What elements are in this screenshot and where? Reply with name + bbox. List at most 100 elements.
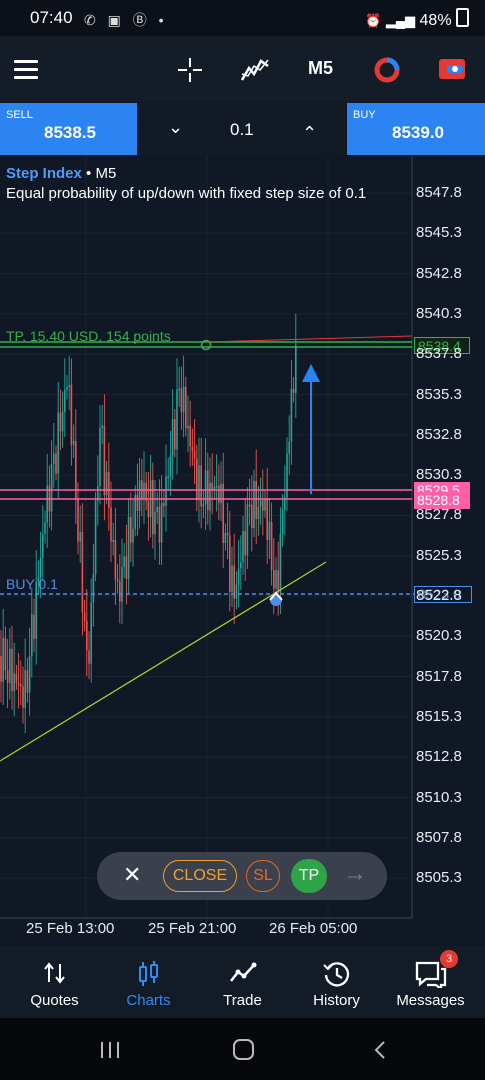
tp-button[interactable]: TP	[291, 859, 327, 893]
candle-body	[215, 485, 218, 488]
sl-button[interactable]: SL	[246, 860, 280, 892]
timeframe-button[interactable]: M5	[308, 58, 334, 78]
position-label[interactable]: BUY 0.1	[6, 576, 58, 592]
candle-body	[224, 532, 227, 544]
candle-body	[99, 427, 101, 487]
menu-icon[interactable]	[14, 60, 38, 84]
recent-apps-icon[interactable]	[98, 1040, 122, 1060]
arrow-right-icon[interactable]: →	[343, 860, 367, 887]
objects-icon[interactable]	[372, 55, 402, 85]
candle-body	[257, 506, 260, 520]
candle-body	[275, 570, 277, 589]
candle-body	[152, 480, 154, 535]
candle-body	[132, 528, 134, 543]
nav-messages-label: Messages	[396, 992, 465, 1009]
battery-icon	[456, 8, 469, 27]
history-icon	[323, 962, 350, 987]
price-tick: 8540.3	[416, 304, 462, 322]
close-position-button[interactable]: CLOSE	[163, 860, 237, 892]
chevron-down-icon[interactable]: ⌄	[168, 117, 184, 137]
crosshair-icon[interactable]	[176, 56, 204, 84]
volume-value[interactable]: 0.1	[230, 120, 254, 139]
candle-body	[240, 562, 242, 569]
candle-body	[94, 500, 97, 575]
back-icon[interactable]	[372, 1040, 388, 1060]
trend-line	[0, 561, 327, 762]
one-click-trading-icon[interactable]	[438, 57, 466, 81]
candle-body	[284, 497, 286, 510]
candle-body	[0, 656, 2, 682]
candle-body	[189, 425, 191, 447]
candle-body	[57, 412, 59, 474]
candle-body	[200, 465, 202, 507]
nav-messages[interactable]: 3 Messages	[382, 946, 479, 1018]
candle-body	[83, 612, 86, 621]
price-tick: 8515.3	[416, 707, 462, 725]
candle-body	[9, 648, 11, 683]
chart-canvas[interactable]	[0, 156, 485, 940]
close-icon[interactable]: ✕	[123, 862, 142, 887]
candle-body	[81, 531, 84, 613]
candle-body	[226, 532, 229, 536]
tp-label[interactable]: TP, 15.40 USD, 154 points	[6, 328, 171, 344]
buy-button[interactable]: BUY 8539.0	[347, 103, 485, 155]
candle-body	[171, 419, 174, 456]
candle-body	[79, 531, 81, 542]
candle-body	[178, 388, 180, 391]
candle-body	[242, 530, 244, 563]
candle-body	[262, 500, 264, 511]
status-bar: 07:40 ✆ ▣ Ⓑ • ⏰ ▂▄▆ 48%	[0, 0, 485, 36]
candle-body	[176, 389, 178, 450]
candle-body	[163, 503, 165, 507]
candle-body	[248, 504, 251, 507]
price-tick: 8525.3	[416, 546, 462, 564]
notification-icons: ✆ ▣ Ⓑ •	[84, 12, 168, 28]
price-tick: 8532.8	[416, 425, 462, 443]
price-tick: 8530.3	[416, 466, 462, 484]
candle-body	[2, 638, 4, 682]
nav-quotes[interactable]: Quotes	[6, 946, 103, 1018]
candle-body	[266, 498, 268, 540]
nav-history[interactable]: History	[288, 946, 385, 1018]
candle-body	[37, 576, 40, 582]
candle-body	[46, 485, 48, 523]
candle-body	[169, 455, 172, 476]
candle-body	[138, 480, 141, 511]
candle-body	[103, 425, 106, 496]
candle-body	[235, 584, 238, 599]
candle-body	[279, 533, 282, 593]
nav-charts[interactable]: Charts	[100, 946, 197, 1018]
candle-body	[204, 470, 207, 505]
candle-body	[127, 516, 130, 579]
price-tick: 8512.8	[416, 748, 462, 766]
sell-button[interactable]: SELL 8538.5	[0, 103, 137, 155]
signal-icon: ▂▄▆	[385, 13, 416, 28]
chart-area[interactable]: Step Index • M5 Equal probability of up/…	[0, 156, 485, 940]
price-tick: 8520.3	[416, 627, 462, 645]
chevron-up-icon[interactable]: ⌃	[302, 123, 318, 143]
time-tick: 25 Feb 21:00	[148, 920, 237, 937]
candle-body	[97, 486, 99, 501]
bottom-navigation: Quotes Charts Trade History 3	[0, 946, 485, 1018]
entry-marker-icon	[269, 591, 283, 606]
quotes-icon	[44, 962, 65, 984]
battery-level: 48%	[419, 12, 452, 29]
candle-body	[88, 650, 90, 664]
nav-trade[interactable]: Trade	[194, 946, 291, 1018]
price-tick: 8542.8	[416, 264, 462, 282]
indicators-icon[interactable]	[240, 56, 270, 84]
position-actions: ✕ CLOSE SL TP →	[97, 852, 387, 900]
candle-body	[31, 614, 33, 657]
candle-body	[53, 453, 55, 464]
candle-body	[264, 498, 266, 511]
price-tick: 8537.8	[416, 345, 462, 363]
home-icon[interactable]	[232, 1038, 256, 1062]
nav-trade-label: Trade	[223, 992, 262, 1009]
charts-icon	[139, 961, 158, 986]
price-tick: 8510.3	[416, 788, 462, 806]
candle-body	[92, 574, 95, 603]
candle-body	[121, 567, 123, 602]
candle-body	[154, 512, 156, 535]
price-tick: 8517.8	[416, 667, 462, 685]
candle-body	[66, 386, 68, 390]
